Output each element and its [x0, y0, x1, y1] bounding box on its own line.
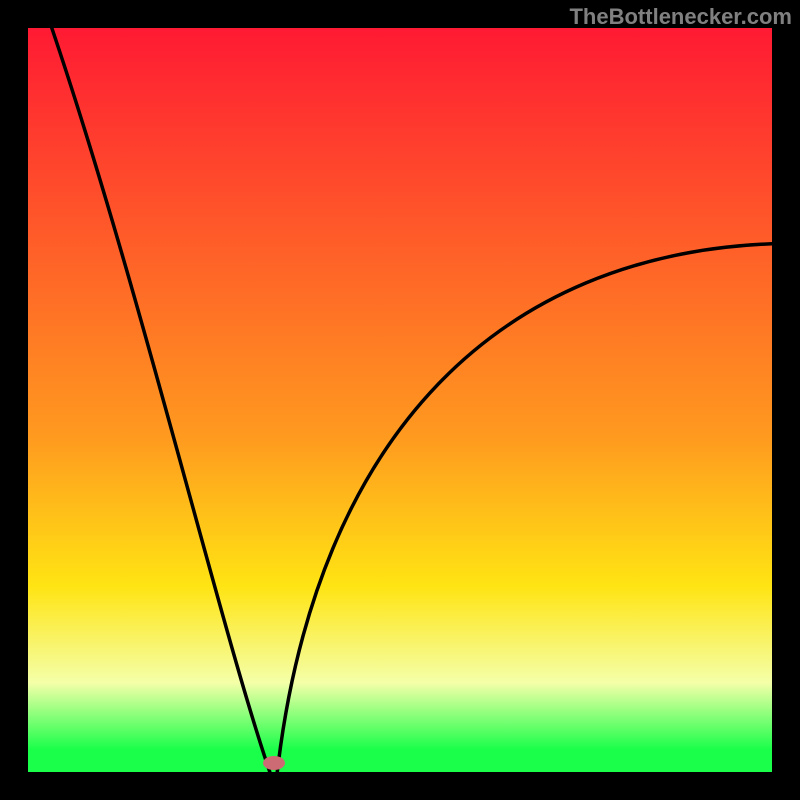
bottleneck-curve: [28, 28, 772, 772]
chart-frame: TheBottlenecker.com: [0, 0, 800, 800]
curve-right-branch: [277, 244, 772, 772]
plot-area: [28, 28, 772, 772]
curve-left-branch: [52, 28, 270, 772]
watermark-text: TheBottlenecker.com: [569, 4, 792, 30]
minimum-marker: [263, 756, 285, 770]
